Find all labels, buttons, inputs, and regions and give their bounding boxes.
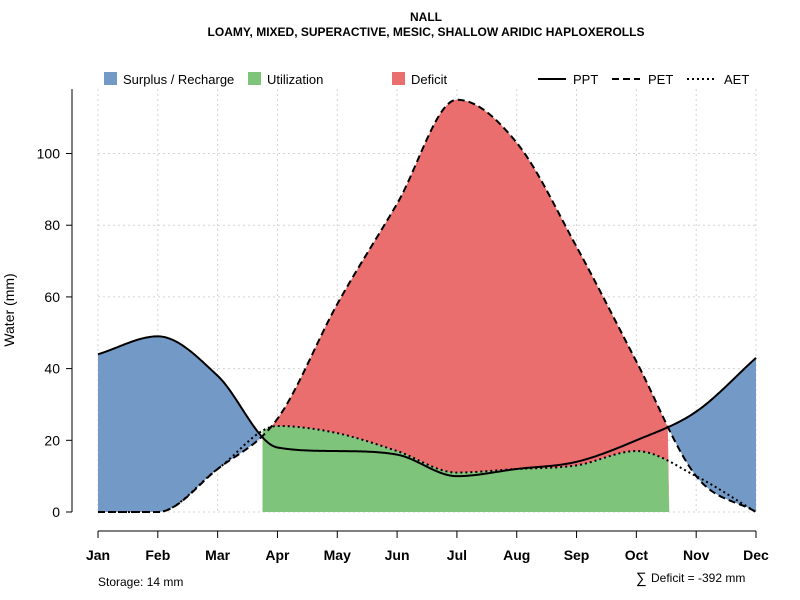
x-tick-label-aug: Aug [503, 547, 530, 563]
series-line-ppt [97, 335, 757, 478]
area-deficit [271, 99, 670, 512]
x-tick-label-nov: Nov [683, 547, 710, 563]
series-line-pet [98, 98, 757, 513]
legend-label-utilization: Utilization [267, 72, 323, 87]
series-lines [97, 98, 757, 513]
legend-label-aet: AET [724, 72, 749, 87]
legend-swatch-deficit [392, 72, 405, 85]
x-tick-label-jul: Jul [447, 547, 467, 563]
legend: Surplus / Recharge Utilization Deficit P… [104, 72, 749, 87]
legend-label-ppt: PPT [573, 72, 598, 87]
axes: 0 20 40 60 80 100 Jan Feb Mar Apr May Jun Jul Aug Sep O… [37, 89, 769, 563]
area-surplus-recharge [669, 357, 756, 512]
legend-swatch-utilization [248, 72, 261, 85]
legend-label-surplus: Surplus / Recharge [123, 72, 234, 87]
y-tick-label-0: 0 [52, 504, 60, 520]
legend-label-deficit: Deficit [411, 72, 448, 87]
legend-label-pet: PET [648, 72, 673, 87]
x-tick-label-dec: Dec [743, 547, 769, 563]
legend-swatch-surplus [104, 72, 117, 85]
deficit-symbol: ∑ [636, 570, 647, 587]
y-tick-label-4: 80 [44, 217, 60, 233]
deficit-note: Deficit = -392 mm [651, 571, 745, 585]
x-tick-label-may: May [324, 547, 351, 563]
area-surplus-recharge [98, 336, 263, 512]
area-fills [98, 99, 756, 512]
x-tick-label-jan: Jan [86, 547, 110, 563]
y-tick-label-1: 20 [44, 432, 60, 448]
storage-note: Storage: 14 mm [98, 575, 183, 589]
x-tick-label-apr: Apr [265, 547, 290, 563]
y-tick-label-2: 40 [44, 361, 60, 377]
chart-title: NALL [410, 10, 442, 24]
y-axis-label: Water (mm) [1, 273, 17, 346]
chart-subtitle: LOAMY, MIXED, SUPERACTIVE, MESIC, SHALLO… [208, 25, 645, 39]
y-tick-label-5: 100 [37, 146, 61, 162]
x-tick-label-mar: Mar [205, 547, 230, 563]
x-tick-label-oct: Oct [625, 547, 649, 563]
area-utilization [262, 425, 670, 512]
x-tick-label-jun: Jun [385, 547, 410, 563]
x-tick-label-sep: Sep [564, 547, 590, 563]
y-tick-label-3: 60 [44, 289, 60, 305]
x-tick-label-feb: Feb [145, 547, 170, 563]
